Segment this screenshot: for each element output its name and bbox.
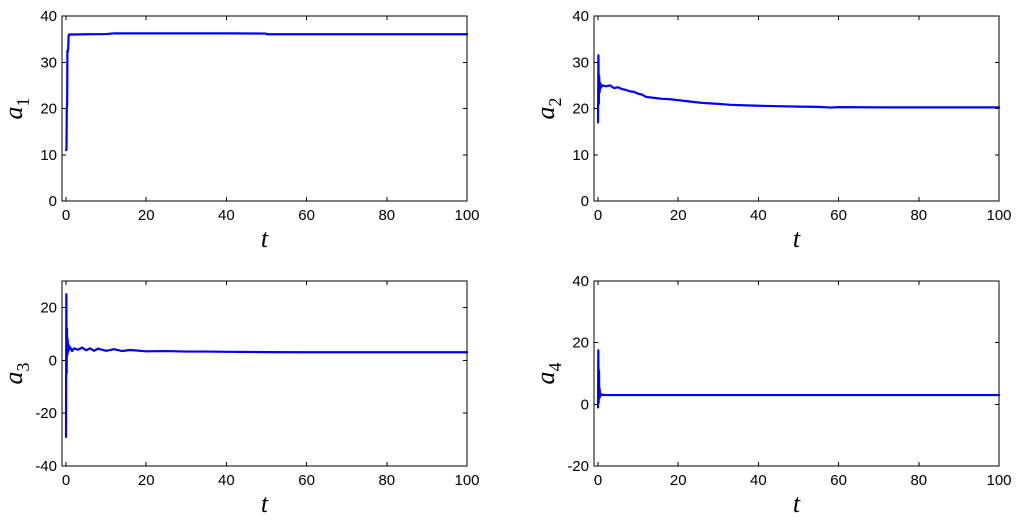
x-tick-label: 100 xyxy=(986,472,1011,489)
x-tick-label: 20 xyxy=(138,472,155,489)
y-tick-label: -20 xyxy=(567,458,589,475)
y-axis-label: a2 xyxy=(531,98,565,120)
x-tick-label: 40 xyxy=(750,207,767,224)
y-tick-label: 0 xyxy=(581,193,589,210)
y-tick-label: 30 xyxy=(572,54,589,71)
x-tick-label: 80 xyxy=(910,207,927,224)
chart-panel-2: 0 20 40 60 80 100 0 10 20 30 40 t a2 xyxy=(531,8,1012,253)
x-tick-label: 100 xyxy=(454,472,479,489)
y-tick-label: 10 xyxy=(572,147,589,164)
y-axis-label-subscript: 2 xyxy=(545,98,565,107)
y-tick-label: 20 xyxy=(40,101,57,118)
x-tick-label: 0 xyxy=(62,207,70,224)
x-tick-label: 80 xyxy=(910,472,927,489)
x-tick-label: 60 xyxy=(830,472,847,489)
plot-frame xyxy=(593,15,1000,202)
x-tick-label: 20 xyxy=(670,472,687,489)
y-axis-label: a3 xyxy=(0,363,33,385)
x-tick-label: 60 xyxy=(830,207,847,224)
chart-panel-4: 0 20 40 60 80 100 -20 0 20 40 t a4 xyxy=(531,273,1012,518)
y-axis-label-base: a xyxy=(0,107,28,120)
x-tick-label: 20 xyxy=(670,207,687,224)
y-axis-label-base: a xyxy=(531,372,560,385)
y-tick-label: 20 xyxy=(572,335,589,352)
x-tick-label: 40 xyxy=(218,207,235,224)
x-tick-label: 0 xyxy=(62,472,70,489)
plot-frame xyxy=(61,15,468,202)
x-tick-label: 20 xyxy=(138,207,155,224)
x-tick-label: 100 xyxy=(986,207,1011,224)
y-tick-label: -40 xyxy=(35,458,57,475)
x-tick-label: 80 xyxy=(378,472,395,489)
y-axis-label-base: a xyxy=(531,107,560,120)
x-tick-label: 40 xyxy=(218,472,235,489)
x-tick-label: 0 xyxy=(594,207,602,224)
x-axis-label: t xyxy=(261,224,269,253)
y-axis-label: a1 xyxy=(0,98,33,120)
y-tick-label: -20 xyxy=(35,405,57,422)
x-tick-label: 60 xyxy=(298,472,315,489)
y-axis-label-base: a xyxy=(0,372,28,385)
plot-frame xyxy=(61,280,468,467)
x-tick-label: 0 xyxy=(594,472,602,489)
y-axis-label-subscript: 1 xyxy=(13,98,33,107)
y-axis-label: a4 xyxy=(531,363,565,385)
y-tick-label: 0 xyxy=(49,352,57,369)
y-tick-label: 20 xyxy=(572,101,589,118)
chart-panel-1: 0 20 40 60 80 100 0 10 20 30 40 t a1 xyxy=(0,8,480,253)
y-tick-label: 30 xyxy=(40,54,57,71)
x-tick-label: 80 xyxy=(378,207,395,224)
y-tick-label: 40 xyxy=(572,8,589,25)
y-tick-label: 0 xyxy=(49,193,57,210)
series-line-1 xyxy=(64,32,469,152)
y-axis-label-subscript: 3 xyxy=(13,363,33,372)
y-tick-label: 0 xyxy=(581,396,589,413)
series-line-1 xyxy=(596,349,1001,409)
y-tick-label: 40 xyxy=(572,273,589,290)
y-tick-label: 40 xyxy=(40,8,57,25)
series-line-1 xyxy=(64,293,469,439)
x-axis-label: t xyxy=(261,489,269,518)
plot-frame xyxy=(593,280,1000,467)
x-axis-label: t xyxy=(793,224,801,253)
y-tick-label: 20 xyxy=(40,299,57,316)
series-line-1 xyxy=(596,54,1001,124)
y-axis-label-subscript: 4 xyxy=(545,363,565,372)
x-tick-label: 100 xyxy=(454,207,479,224)
chart-panel-3: 0 20 40 60 80 100 -40 -20 0 20 t a3 xyxy=(0,280,480,518)
x-axis-label: t xyxy=(793,489,801,518)
y-tick-label: 10 xyxy=(40,147,57,164)
x-tick-label: 60 xyxy=(298,207,315,224)
x-tick-label: 40 xyxy=(750,472,767,489)
